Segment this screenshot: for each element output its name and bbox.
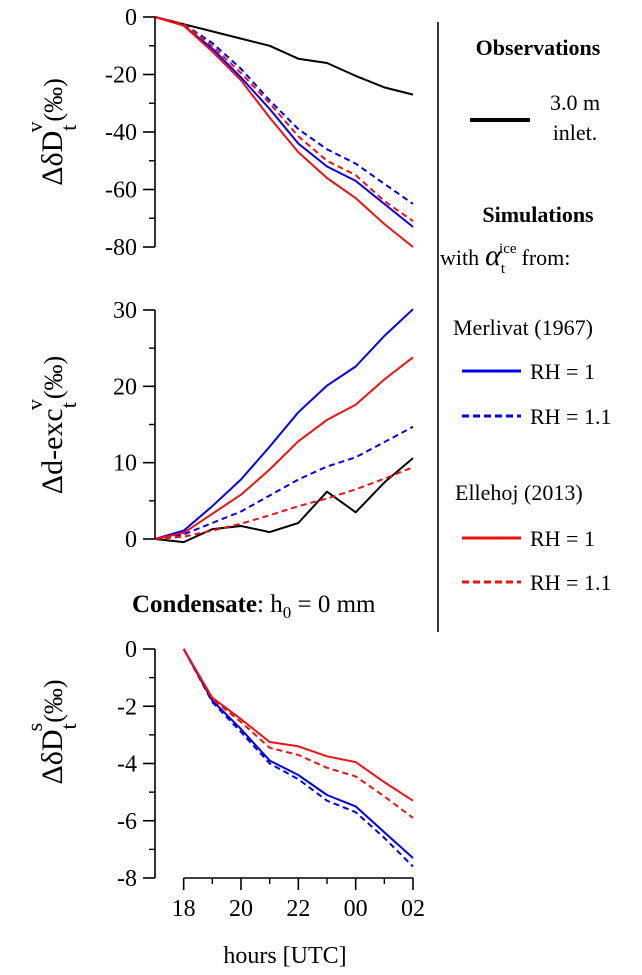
y-tick-label: -6 <box>117 809 137 835</box>
legend-ellehoj-rh11: RH = 1.1 <box>530 570 611 595</box>
y-tick-label: 20 <box>113 374 137 400</box>
y-tick-label: 10 <box>113 451 137 477</box>
y-tick-label: -80 <box>105 235 137 261</box>
y-tick-label: -20 <box>105 63 137 89</box>
series-line <box>154 356 414 540</box>
series-line <box>154 16 414 228</box>
legend-obs-line1: 3.0 m <box>550 90 600 115</box>
legend-group2-title: Ellehoj (2013) <box>455 480 583 505</box>
y-tick-label: -40 <box>105 120 137 146</box>
y-tick-label: -4 <box>117 752 137 778</box>
panel1-series <box>154 16 414 248</box>
x-axis-label: hours [UTC] <box>223 943 346 969</box>
panel1-y-axis: 0 -20 -40 -60 -80 <box>105 5 156 261</box>
series-line <box>154 16 414 222</box>
panel-vapor-dexc: 30 20 10 0 Δd-exctv(‰) <box>22 298 414 553</box>
y-tick-label: 0 <box>125 637 137 663</box>
y-tick-label: 30 <box>113 298 137 324</box>
x-tick-label: 18 <box>172 896 196 922</box>
series-line <box>154 16 414 205</box>
panel2-y-axis: 30 20 10 0 <box>113 298 156 553</box>
legend-simulations-title: Simulations <box>482 202 594 227</box>
series-line <box>154 308 414 540</box>
legend-observations-title: Observations <box>476 35 601 60</box>
y-tick-label: -2 <box>117 694 137 720</box>
legend-ellehoj-rh1: RH = 1 <box>530 526 595 551</box>
panel3-y-label: ΔδDts(‰) <box>22 679 81 784</box>
legend-group1-title: Merlivat (1967) <box>453 315 593 340</box>
x-tick-label: 02 <box>401 896 425 922</box>
series-line <box>182 648 414 819</box>
x-tick-label: 22 <box>286 896 310 922</box>
legend-obs-line2: inlet. <box>553 120 598 145</box>
series-line <box>154 466 414 540</box>
y-tick-label: 0 <box>125 5 137 31</box>
series-line <box>154 16 414 96</box>
panel-condensate-dD: 0 -2 -4 -6 -8 18 20 22 00 02 ΔδDts(‰) hours [UTC] <box>22 637 425 969</box>
series-line <box>154 16 414 248</box>
series-line <box>182 648 414 868</box>
panel2-series <box>154 308 414 544</box>
y-tick-label: -60 <box>105 178 137 204</box>
legend-alpha-line: with αtice from: <box>440 239 570 277</box>
x-tick-label: 00 <box>344 896 368 922</box>
y-tick-label: 0 <box>125 527 137 553</box>
y-tick-label: -8 <box>117 866 137 892</box>
panel3-series <box>182 648 414 868</box>
panel-vapor-dD: 0 -20 -40 -60 -80 ΔδDtv(‰) <box>22 5 414 261</box>
panel2-y-label: Δd-exctv(‰) <box>22 356 81 494</box>
series-line <box>154 425 414 540</box>
panel3-axes: 0 -2 -4 -6 -8 18 20 22 00 02 <box>117 637 425 922</box>
series-line <box>182 648 414 859</box>
panel1-y-label: ΔδDtv(‰) <box>22 78 81 186</box>
legend: Observations 3.0 m inlet. Simulations wi… <box>440 35 611 595</box>
x-tick-label: 20 <box>229 896 253 922</box>
series-line <box>154 457 414 544</box>
legend-merlivat-rh1: RH = 1 <box>530 359 595 384</box>
panel3-title: Condensate: h0 = 0 mm <box>132 591 376 622</box>
series-line <box>182 648 414 802</box>
legend-merlivat-rh11: RH = 1.1 <box>530 404 611 429</box>
